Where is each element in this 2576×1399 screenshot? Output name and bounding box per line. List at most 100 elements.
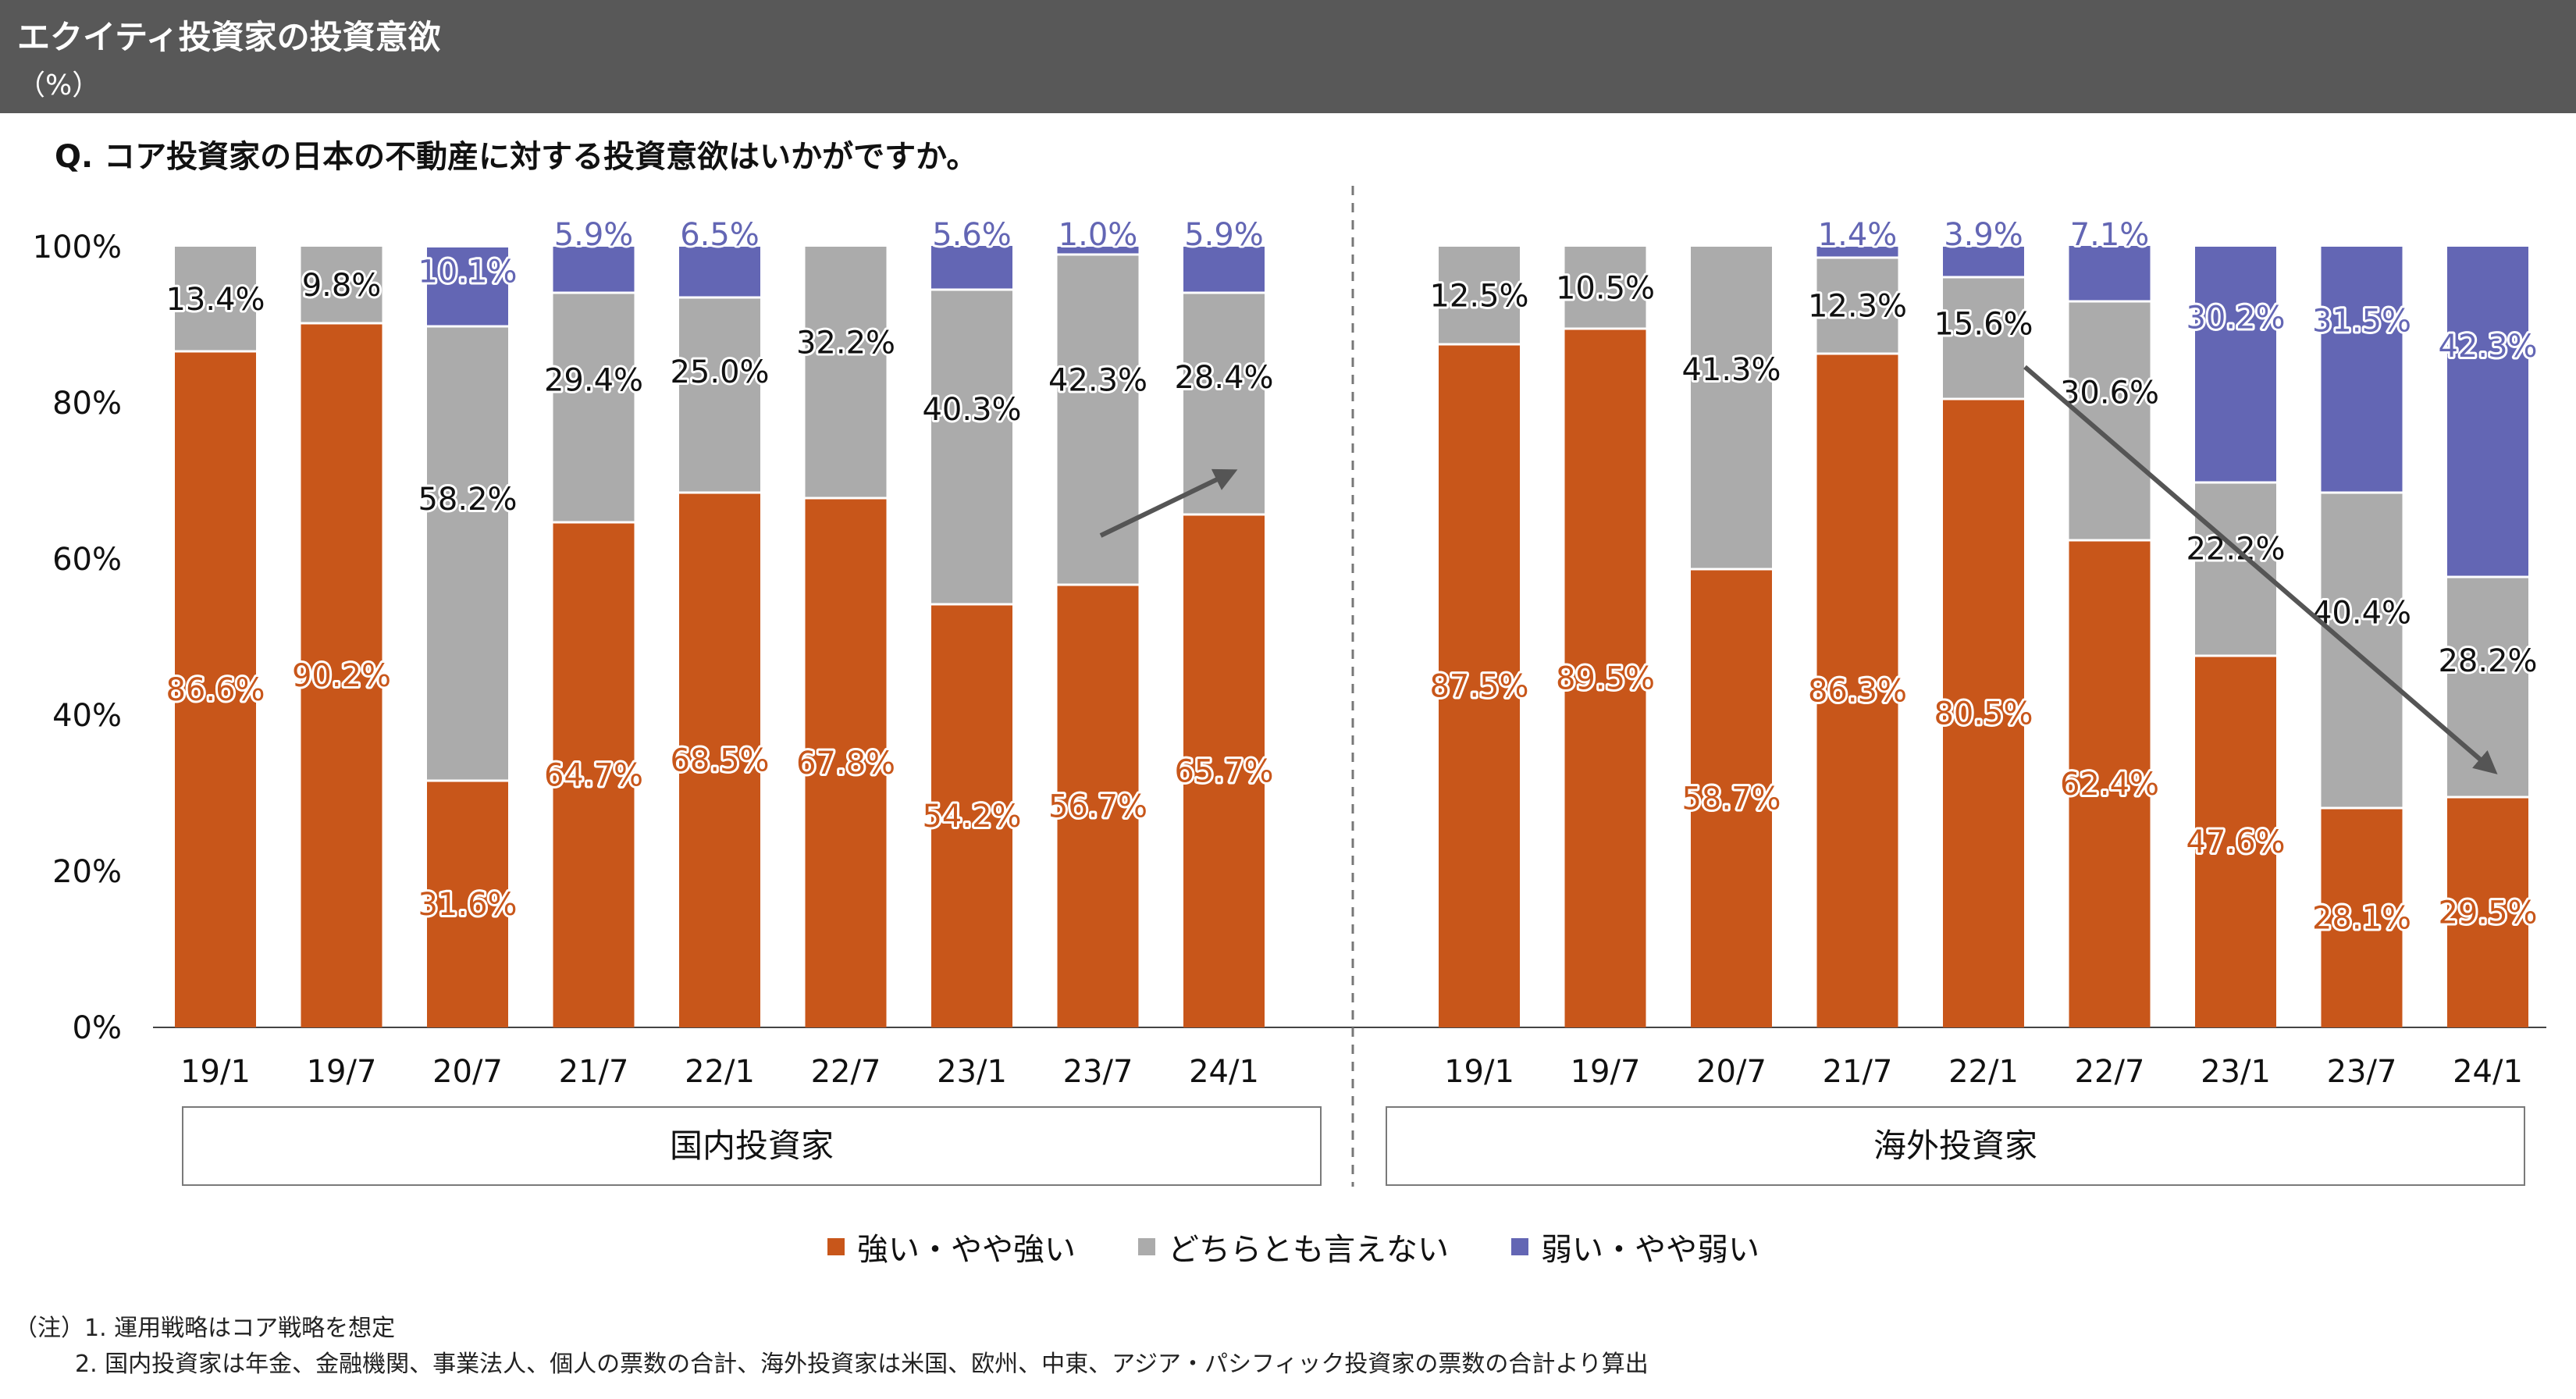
bar-weak xyxy=(2069,246,2151,301)
legend: 強い・やや強い どちらとも言えない 弱い・やや弱い xyxy=(827,1224,1759,1269)
x-tick-label: 23/1 xyxy=(937,1054,1007,1090)
bar-weak xyxy=(2321,247,2403,493)
data-label-neutral: 58.2% xyxy=(418,482,517,518)
legend-item-strong: 強い・やや強い xyxy=(827,1224,1076,1269)
bar-neutral xyxy=(2321,493,2403,808)
footnote-1: （注）1. 運用戦略はコア戦略を想定 xyxy=(14,1315,396,1342)
y-tick-label: 40% xyxy=(52,698,122,734)
bar-neutral xyxy=(2069,301,2151,540)
bar-strong xyxy=(1691,569,1772,1027)
data-label-weak: 10.1% xyxy=(418,254,517,290)
y-tick-label: 0% xyxy=(73,1010,122,1046)
data-label-weak: 5.9% xyxy=(554,217,634,253)
data-label-strong: 31.6% xyxy=(418,887,517,923)
legend-swatch-weak xyxy=(1511,1238,1528,1255)
bar-strong xyxy=(679,493,760,1027)
y-tick-label: 80% xyxy=(52,386,122,422)
bar-neutral xyxy=(1691,247,1772,569)
stacked-bar-chart: 0% 20% 40% 60% 80% 100% 19/1 86.6% 13.4% 19/7 90.2… xyxy=(33,186,2546,1187)
bar-neutral xyxy=(1816,258,1898,354)
y-tick-label: 100% xyxy=(33,230,122,265)
data-label-strong: 86.6% xyxy=(165,672,265,708)
bar-strong xyxy=(175,351,256,1027)
trend-arrow-down xyxy=(2023,365,2498,774)
x-tick-label: 19/1 xyxy=(1444,1054,1514,1090)
legend-swatch-strong xyxy=(827,1238,845,1255)
bar-neutral xyxy=(1057,255,1139,585)
data-label-strong: 65.7% xyxy=(1174,754,1273,790)
x-tick-label: 22/7 xyxy=(811,1054,881,1090)
bar-neutral xyxy=(1564,247,1646,329)
data-label-neutral: 12.3% xyxy=(1808,289,1907,325)
bar-strong xyxy=(1564,329,1646,1027)
bar-strong xyxy=(1057,585,1139,1027)
bar-neutral xyxy=(805,247,887,498)
bar-neutral xyxy=(553,293,635,522)
header-unit: （%） xyxy=(17,69,101,101)
data-label-weak: 42.3% xyxy=(2438,329,2537,365)
bar-neutral xyxy=(679,297,760,493)
data-label-weak: 5.9% xyxy=(1184,217,1264,253)
x-tick-label: 23/1 xyxy=(2201,1054,2271,1090)
data-label-strong: 47.6% xyxy=(2186,824,2285,860)
bar-strong xyxy=(2069,540,2151,1027)
x-tick-label: 21/7 xyxy=(1823,1054,1893,1090)
data-label-strong: 67.8% xyxy=(796,746,895,781)
data-label-strong: 62.4% xyxy=(2060,767,2159,803)
data-label-weak: 30.2% xyxy=(2186,301,2285,336)
data-label-strong: 28.1% xyxy=(2312,901,2411,937)
data-label-neutral: 15.6% xyxy=(1934,306,2033,342)
legend-label-neutral: どちらとも言えない xyxy=(1168,1232,1449,1268)
data-label-strong: 89.5% xyxy=(1556,661,1655,697)
bar-strong xyxy=(553,522,635,1027)
data-label-neutral: 32.2% xyxy=(796,325,895,361)
bar-weak xyxy=(1816,247,1898,258)
data-label-neutral: 10.5% xyxy=(1556,271,1655,307)
group-label: 海外投資家 xyxy=(1873,1127,2037,1165)
bar-strong xyxy=(931,604,1012,1027)
bar-strong xyxy=(2447,797,2528,1027)
bar-weak xyxy=(2447,247,2528,577)
data-label-weak: 6.5% xyxy=(680,217,760,253)
bar-strong xyxy=(301,323,382,1027)
data-label-neutral: 41.3% xyxy=(1681,352,1781,388)
legend-item-neutral: どちらとも言えない xyxy=(1138,1224,1449,1269)
data-label-strong: 90.2% xyxy=(292,658,391,694)
data-label-weak: 5.6% xyxy=(932,217,1012,253)
bar-weak xyxy=(1057,247,1139,255)
x-tick-label: 24/1 xyxy=(2453,1054,2523,1090)
x-tick-label: 22/1 xyxy=(1948,1054,2019,1090)
bar-neutral xyxy=(1943,277,2024,399)
y-tick-label: 20% xyxy=(52,854,122,890)
legend-swatch-neutral xyxy=(1138,1238,1155,1255)
x-tick-label: 20/7 xyxy=(432,1054,503,1090)
trend-arrow-up xyxy=(1099,468,1238,538)
data-label-neutral: 42.3% xyxy=(1048,363,1147,399)
bar-strong xyxy=(1816,354,1898,1027)
bar-weak xyxy=(427,247,508,326)
x-tick-label: 19/7 xyxy=(1571,1054,1641,1090)
bar-neutral xyxy=(2195,482,2276,656)
bar-strong xyxy=(805,498,887,1027)
bar-strong xyxy=(2195,656,2276,1027)
data-label-neutral: 28.4% xyxy=(1174,360,1273,396)
data-label-neutral: 29.4% xyxy=(544,363,643,399)
x-tick-label: 21/7 xyxy=(559,1054,629,1090)
bar-weak xyxy=(2195,247,2276,482)
data-label-strong: 29.5% xyxy=(2438,895,2537,931)
data-label-neutral: 25.0% xyxy=(670,354,769,390)
bar-weak xyxy=(553,247,635,293)
question-text: Q. コア投資家の日本の不動産に対する投資意欲はいかがですか。 xyxy=(55,139,978,175)
data-label-strong: 64.7% xyxy=(544,758,643,794)
data-label-strong: 56.7% xyxy=(1048,789,1147,825)
footnote-2: 2. 国内投資家は年金、金融機関、事業法人、個人の票数の合計、海外投資家は米国、… xyxy=(75,1351,1649,1378)
x-tick-label: 22/1 xyxy=(685,1054,755,1090)
data-label-neutral: 40.3% xyxy=(922,392,1021,428)
bar-weak xyxy=(1183,247,1265,293)
data-label-strong: 80.5% xyxy=(1934,696,2033,732)
x-tick-label: 20/7 xyxy=(1696,1054,1767,1090)
header-title: エクイティ投資家の投資意欲 xyxy=(17,18,441,56)
bar-neutral xyxy=(931,290,1012,604)
bar-strong xyxy=(1439,344,1520,1027)
x-tick-label: 19/1 xyxy=(180,1054,251,1090)
